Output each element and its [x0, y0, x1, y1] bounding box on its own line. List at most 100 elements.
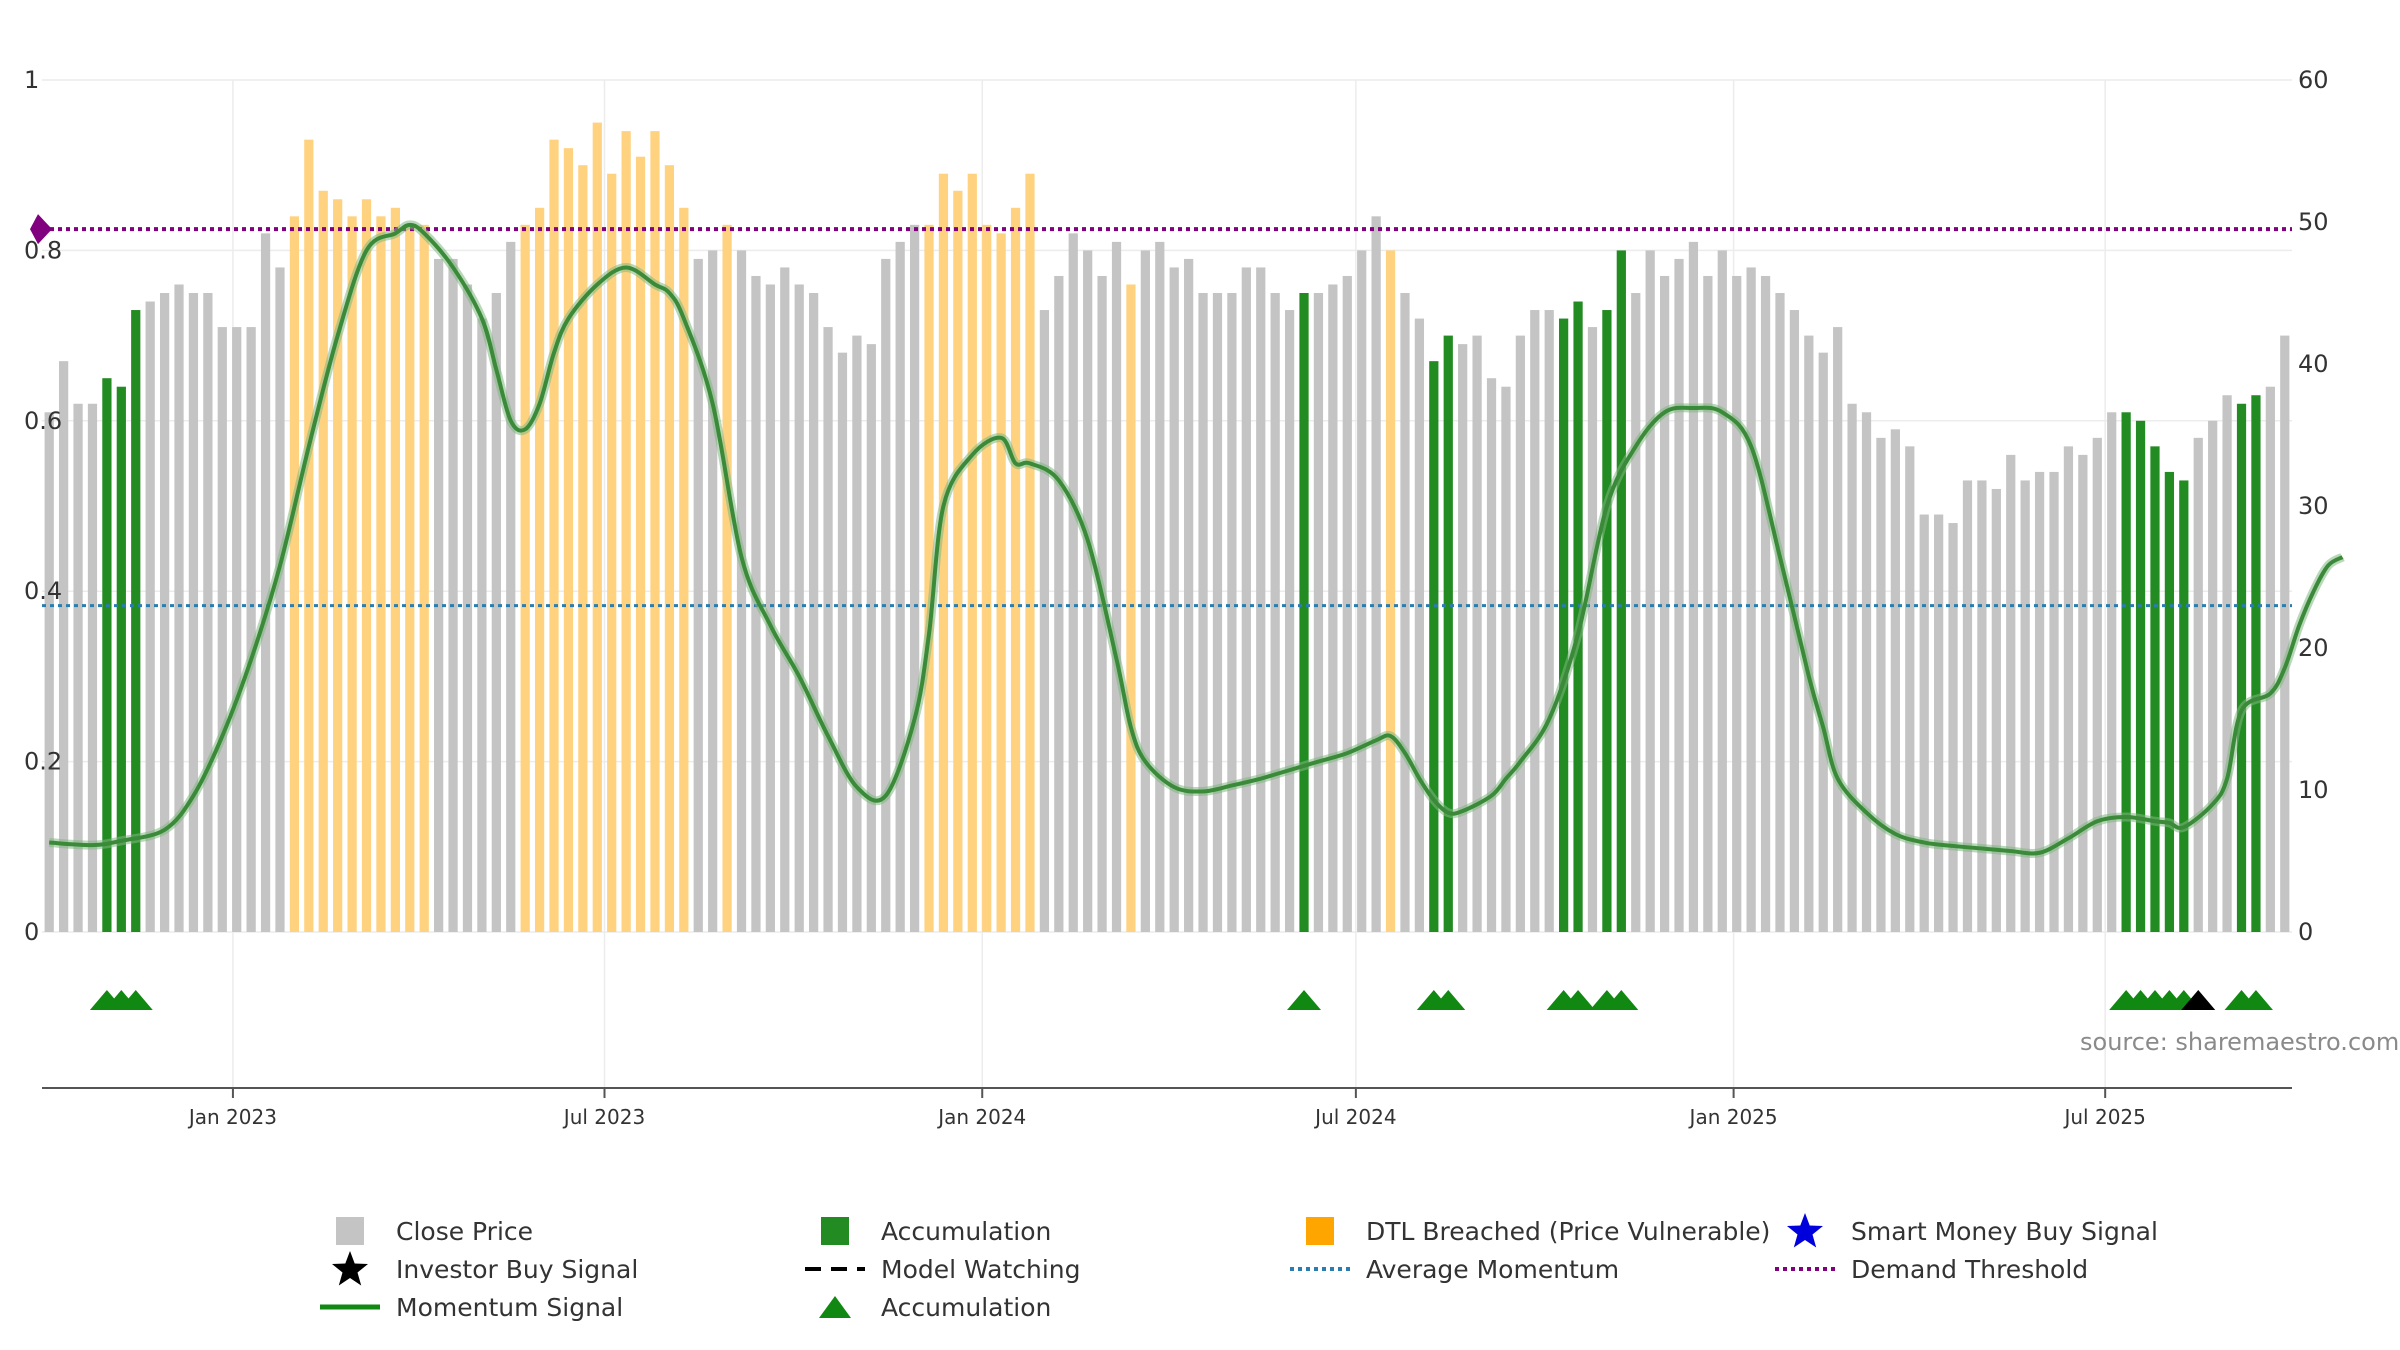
- left-axis-tick-label: 1: [24, 66, 39, 94]
- bar-close-price: [765, 284, 775, 933]
- bar-accumulation: [1299, 293, 1309, 932]
- bar-close-price: [1703, 275, 1713, 933]
- bar-close-price: [462, 284, 473, 933]
- legend-item-investor-buy: Investor Buy Signal: [320, 1250, 638, 1288]
- bar-accumulation: [102, 378, 112, 932]
- bar-accumulation: [2236, 403, 2247, 932]
- x-axis-tick-label: Jul 2023: [562, 1105, 645, 1129]
- bar-close-price: [2107, 412, 2117, 932]
- bar-dtl-breached: [1126, 284, 1136, 933]
- bar-close-price: [1083, 250, 1093, 932]
- bar-close-price: [1645, 250, 1655, 932]
- signal-markers: [89, 990, 2273, 1010]
- legend-item-close-price: Close Price: [320, 1212, 533, 1250]
- bar-close-price: [2193, 437, 2203, 932]
- left-axis-tick-label: 0.4: [24, 577, 62, 605]
- bar-close-price: [1284, 310, 1295, 932]
- legend-label: Momentum Signal: [396, 1292, 624, 1322]
- bar-close-price: [2063, 446, 2074, 932]
- accumulation-marker: [1604, 990, 1639, 1010]
- legend-item-model-watching: Model Watching: [805, 1250, 1081, 1288]
- bar-close-price: [881, 258, 891, 932]
- bar-dtl-breached: [679, 207, 689, 933]
- bar-close-price: [866, 344, 876, 932]
- bar-close-price: [1861, 412, 1872, 932]
- right-axis-tick-label: 10: [2298, 776, 2329, 804]
- bar-dtl-breached: [534, 207, 545, 933]
- legend-label: Average Momentum: [1366, 1254, 1620, 1284]
- bar-close-price: [794, 284, 804, 933]
- bar-dtl-breached: [347, 216, 357, 932]
- bar-close-price: [1876, 437, 1886, 932]
- bar-dtl-breached: [318, 190, 328, 932]
- bar-dtl-breached: [376, 216, 386, 932]
- bar-close-price: [1948, 523, 1958, 932]
- bar-close-price: [1659, 275, 1670, 933]
- orange-square-icon: [1290, 1212, 1350, 1250]
- green-line-icon: [320, 1288, 380, 1326]
- bar-dtl-breached: [405, 224, 415, 933]
- bar-close-price: [477, 318, 487, 932]
- black-star-icon: [320, 1250, 380, 1288]
- bar-close-price: [1068, 233, 1078, 933]
- bar-close-price: [1544, 310, 1554, 932]
- green-square-icon: [805, 1212, 865, 1250]
- bar-dtl-breached: [953, 190, 963, 932]
- legend-label: Accumulation: [881, 1216, 1052, 1246]
- bar-dtl-breached: [924, 224, 934, 933]
- bar-close-price: [1140, 250, 1150, 932]
- bar-close-price: [448, 258, 458, 932]
- bar-accumulation: [2135, 420, 2146, 932]
- bar-close-price: [203, 293, 213, 932]
- x-axis-tick-label: Jul 2024: [1313, 1105, 1396, 1129]
- bar-dtl-breached: [520, 224, 530, 933]
- bar-close-price: [87, 403, 98, 932]
- bar-close-price: [1458, 344, 1468, 932]
- legend-item-average-momentum: Average Momentum: [1290, 1250, 1619, 1288]
- blue-star-icon: [1775, 1212, 1835, 1250]
- bar-close-price: [1746, 267, 1756, 932]
- bar-close-price: [780, 267, 790, 932]
- legend-item-accumulation-marker: Accumulation: [805, 1288, 1051, 1326]
- x-axis-tick-label: Jul 2025: [2062, 1105, 2145, 1129]
- bar-close-price: [260, 233, 271, 933]
- bar-close-price: [1847, 403, 1857, 932]
- bar-close-price: [2092, 437, 2102, 932]
- bar-close-price: [823, 327, 833, 933]
- bar-close-price: [1732, 275, 1742, 933]
- bar-dtl-breached: [1385, 250, 1396, 932]
- legend-label: Smart Money Buy Signal: [1851, 1216, 2158, 1246]
- bar-close-price: [1530, 310, 1540, 932]
- bar-close-price: [275, 267, 285, 932]
- bar-close-price: [1991, 488, 2001, 932]
- accumulation-marker: [2238, 990, 2273, 1010]
- bar-close-price: [1371, 216, 1381, 932]
- bar-close-price: [1905, 446, 1915, 932]
- demand-threshold-marker: [30, 214, 52, 245]
- right-axis-tick-label: 30: [2298, 492, 2329, 520]
- bar-close-price: [1486, 378, 1497, 932]
- bar-close-price: [1313, 293, 1324, 932]
- dotted-blue-line-icon: [1290, 1250, 1350, 1288]
- bar-close-price: [1804, 335, 1814, 933]
- legend-item-dtl-breached: DTL Breached (Price Vulnerable): [1290, 1212, 1770, 1250]
- x-axis-tick-label: Jan 2024: [936, 1105, 1026, 1129]
- bar-dtl-breached: [304, 139, 314, 932]
- right-axis-tick-label: 50: [2298, 208, 2329, 236]
- bar-accumulation: [2121, 412, 2131, 932]
- bar-dtl-breached: [621, 131, 631, 932]
- bar-close-price: [1169, 267, 1179, 932]
- left-axis-tick-label: 0.8: [24, 236, 62, 264]
- bar-close-price: [1962, 480, 1973, 932]
- bar-dtl-breached: [419, 224, 429, 933]
- legend-label: Demand Threshold: [1851, 1254, 2089, 1284]
- left-axis-tick-label: 0.2: [24, 748, 62, 776]
- bar-dtl-breached: [333, 199, 343, 932]
- bar-accumulation: [1429, 361, 1439, 932]
- bar-close-price: [1587, 327, 1598, 933]
- bar-dtl-breached: [1010, 207, 1021, 933]
- bar-close-price: [491, 293, 501, 932]
- bar-close-price: [1111, 241, 1122, 932]
- bar-close-price: [1674, 258, 1684, 932]
